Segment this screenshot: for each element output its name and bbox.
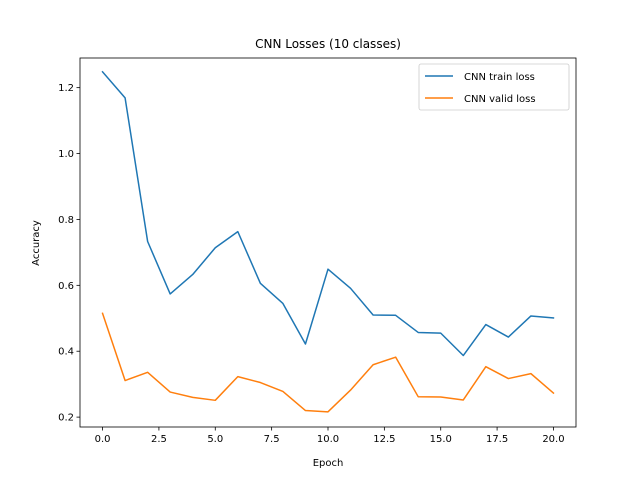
- legend-label-1: CNN valid loss: [464, 94, 536, 105]
- x-tick-label: 10.0: [317, 434, 339, 445]
- x-tick-label: 20.0: [542, 434, 564, 445]
- legend: CNN train loss CNN valid loss: [418, 63, 570, 111]
- y-tick-label: 1.0: [58, 149, 74, 160]
- legend-box: [418, 63, 570, 111]
- chart-title: CNN Losses (10 classes): [255, 37, 401, 51]
- x-tick-label: 15.0: [430, 434, 452, 445]
- x-tick-label: 17.5: [486, 434, 508, 445]
- legend-label-0: CNN train loss: [464, 72, 535, 83]
- y-axis-title: Accuracy: [31, 220, 42, 266]
- x-tick-label: 7.5: [264, 434, 280, 445]
- y-tick-label: 0.2: [58, 413, 74, 424]
- y-tick-label: 0.4: [58, 347, 74, 358]
- x-axis-title: Epoch: [313, 458, 344, 469]
- x-tick-label: 2.5: [151, 434, 167, 445]
- y-tick-label: 0.6: [58, 281, 74, 292]
- x-tick-label: 5.0: [207, 434, 223, 445]
- x-tick-label: 0.0: [95, 434, 111, 445]
- y-tick-label: 0.8: [58, 215, 74, 226]
- x-tick-label: 12.5: [373, 434, 395, 445]
- series-line-0: [101, 70, 555, 357]
- series-line-1: [101, 312, 555, 413]
- y-tick-label: 1.2: [58, 83, 74, 94]
- plot-area: 0.0 2.5 5.0 7.5 10.0 12.5 15.0 17.5 20.0 0.2 0.4 0.…: [58, 57, 577, 445]
